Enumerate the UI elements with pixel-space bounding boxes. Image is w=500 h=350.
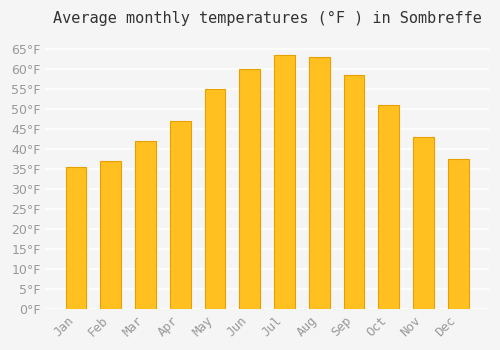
- Bar: [413, 137, 434, 309]
- Bar: [344, 75, 364, 309]
- Bar: [100, 161, 121, 309]
- Bar: [204, 89, 226, 309]
- Bar: [274, 55, 295, 309]
- Bar: [135, 141, 156, 309]
- Bar: [448, 159, 468, 309]
- Bar: [378, 105, 399, 309]
- Bar: [66, 167, 86, 309]
- Bar: [309, 57, 330, 309]
- Title: Average monthly temperatures (°F ) in Sombreffe: Average monthly temperatures (°F ) in So…: [52, 11, 482, 26]
- Bar: [240, 69, 260, 309]
- Bar: [170, 121, 190, 309]
